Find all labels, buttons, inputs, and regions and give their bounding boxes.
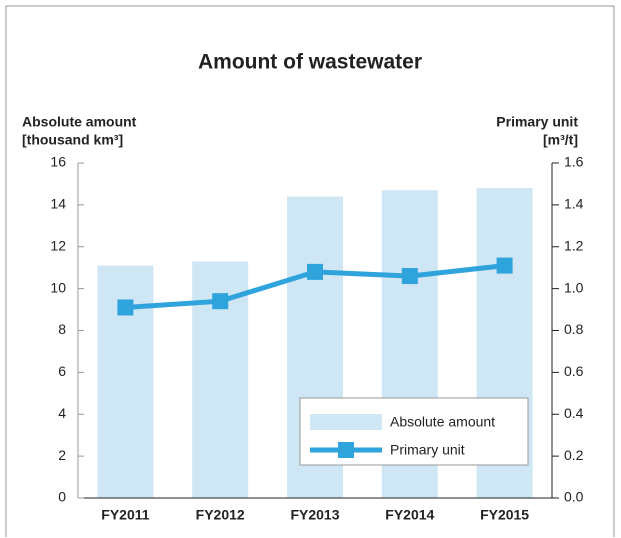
y2-tick-label: 0.0 (564, 489, 584, 505)
y2-axis-label: Primary unit (496, 114, 578, 130)
chart-title: Amount of wastewater (198, 51, 422, 74)
y-axis-label: [thousand km³] (22, 132, 123, 148)
y-tick-label: 0 (58, 489, 66, 505)
x-tick-label: FY2014 (385, 507, 434, 523)
y-tick-label: 2 (58, 447, 66, 463)
line-marker (401, 268, 418, 285)
frame (5, 5, 615, 537)
legend-label: Absolute amount (390, 414, 495, 430)
x-tick-label: FY2013 (290, 507, 339, 523)
line-marker (212, 293, 229, 310)
y-tick-label: 14 (50, 196, 66, 212)
y-axis-label: Absolute amount (22, 114, 137, 130)
y-tick-label: 6 (58, 363, 66, 379)
line-marker (117, 299, 134, 316)
y2-tick-label: 1.6 (564, 154, 584, 170)
y2-tick-label: 0.6 (564, 363, 584, 379)
y-tick-label: 8 (58, 321, 66, 337)
y2-axis-label: [m³/t] (543, 132, 578, 148)
y-tick-label: 12 (50, 237, 66, 253)
x-tick-label: FY2012 (196, 507, 245, 523)
legend-label: Primary unit (390, 442, 465, 458)
y-tick-label: 4 (58, 405, 66, 421)
y2-tick-label: 0.2 (564, 447, 584, 463)
legend-swatch (338, 442, 354, 458)
y2-tick-label: 0.8 (564, 321, 584, 337)
y-tick-label: 16 (50, 154, 66, 170)
y2-tick-label: 1.4 (564, 196, 584, 212)
line-marker (496, 257, 513, 274)
legend-swatch (310, 414, 382, 430)
y2-tick-label: 1.0 (564, 279, 584, 295)
line-marker (307, 263, 323, 280)
y2-tick-label: 0.4 (564, 405, 584, 421)
x-tick-label: FY2015 (480, 507, 529, 523)
x-tick-label: FY2011 (101, 507, 149, 523)
y2-tick-label: 1.2 (564, 237, 584, 253)
y-tick-label: 10 (50, 279, 66, 295)
